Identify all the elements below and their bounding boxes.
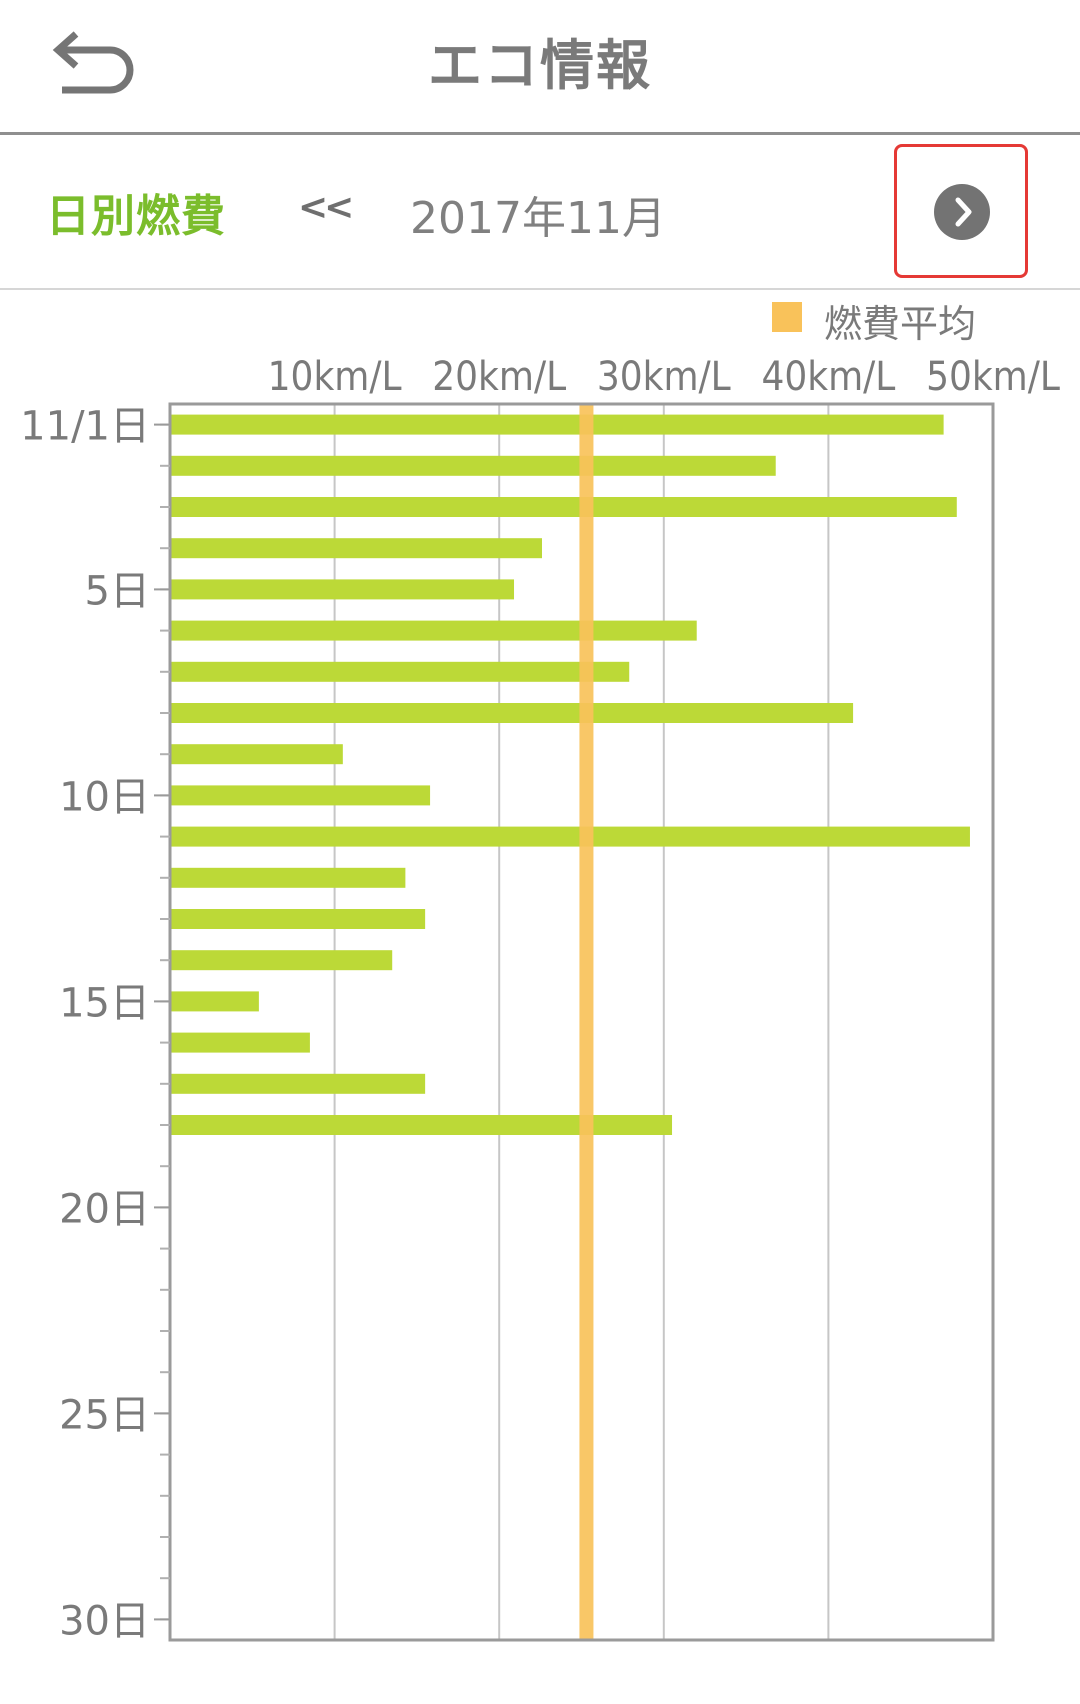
bar-day-17 bbox=[170, 1073, 426, 1094]
bar-day-7 bbox=[170, 661, 630, 682]
bar-day-3 bbox=[170, 497, 957, 517]
bar-day-9 bbox=[170, 744, 343, 765]
bar-day-18 bbox=[170, 1115, 673, 1135]
bar-day-13 bbox=[170, 909, 426, 929]
chevron-right-icon bbox=[934, 184, 990, 240]
average-line bbox=[579, 404, 594, 1640]
x-tick-label: 30km/L bbox=[597, 354, 731, 400]
y-tick-label: 10日 bbox=[59, 774, 150, 820]
bar-day-11 bbox=[170, 826, 970, 847]
bar-day-4 bbox=[170, 538, 542, 559]
back-arrow-icon bbox=[52, 31, 134, 94]
x-tick-label: 40km/L bbox=[761, 354, 895, 400]
bar-day-1 bbox=[170, 414, 944, 435]
page-title: エコ情報 bbox=[428, 34, 652, 97]
y-tick-label: 5日 bbox=[85, 568, 150, 614]
date-nav-bar: 日別燃費 << 2017年11月 bbox=[0, 135, 1080, 290]
app-header: エコ情報 bbox=[0, 0, 1080, 135]
bar-day-10 bbox=[170, 785, 431, 806]
bar-day-2 bbox=[170, 455, 776, 476]
y-tick-label: 20日 bbox=[59, 1186, 150, 1232]
legend-label-average: 燃費平均 bbox=[824, 302, 977, 346]
y-tick-label: 15日 bbox=[59, 980, 150, 1026]
bar-day-8 bbox=[170, 703, 854, 723]
section-title: 日別燃費 bbox=[46, 191, 226, 242]
bar-day-12 bbox=[170, 867, 406, 888]
next-month-button[interactable] bbox=[894, 144, 1028, 278]
bar-day-15 bbox=[170, 991, 259, 1012]
y-tick-label: 11/1日 bbox=[20, 404, 150, 450]
bar-day-16 bbox=[170, 1032, 310, 1053]
y-tick-label: 30日 bbox=[59, 1598, 150, 1644]
month-label: 2017年11月 bbox=[410, 193, 666, 244]
bar-day-5 bbox=[170, 579, 515, 600]
x-tick-label: 50km/L bbox=[926, 354, 1060, 400]
y-tick-label: 25日 bbox=[59, 1392, 150, 1438]
plot-frame bbox=[168, 402, 995, 1642]
x-tick-label: 10km/L bbox=[268, 354, 402, 400]
back-button[interactable] bbox=[48, 26, 138, 106]
bar-day-14 bbox=[170, 950, 393, 971]
bar-day-6 bbox=[170, 620, 697, 641]
legend-swatch-average bbox=[772, 302, 802, 332]
previous-month-button[interactable]: << bbox=[298, 187, 354, 228]
x-tick-label: 20km/L bbox=[432, 354, 566, 400]
